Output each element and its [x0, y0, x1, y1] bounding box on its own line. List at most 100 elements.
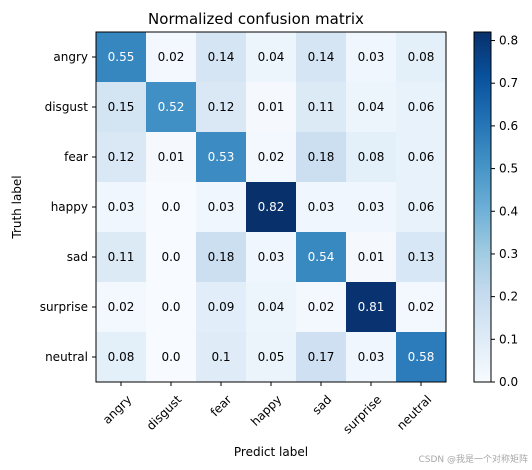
cell-value-label: 0.01 — [258, 100, 285, 114]
cell-value-label: 0.15 — [108, 100, 135, 114]
cell-value-label: 0.14 — [208, 50, 235, 64]
cell-value-label: 0.03 — [358, 200, 385, 214]
heatmap-cell-labels: 0.55 0.02 0.14 0.04 0.14 0.03 0.08 0.15 0.52 0.12… — [108, 50, 435, 364]
x-axis-ticks: angry disgust fear happy sad surprise neutral — [100, 382, 434, 437]
x-tick-label: surprise — [340, 392, 384, 436]
cell-value-label: 0.14 — [308, 50, 335, 64]
cell-value-label: 0.55 — [108, 50, 135, 64]
heatmap-cell — [296, 332, 347, 383]
heatmap-cell — [196, 82, 247, 133]
cell-value-label: 0.52 — [158, 100, 185, 114]
heatmap-cell — [396, 82, 447, 133]
heatmap-cell — [346, 32, 397, 83]
heatmap-cell — [296, 132, 347, 183]
cell-value-label: 0.81 — [358, 300, 385, 314]
y-tick-label: angry — [53, 50, 88, 64]
x-axis-label: Predict label — [234, 445, 308, 459]
heatmap-cell — [96, 32, 147, 83]
heatmap-cell — [246, 332, 297, 383]
heatmap-cell — [296, 182, 347, 233]
colorbar-tick-label: 0.4 — [499, 204, 518, 218]
cell-value-label: 0.03 — [108, 200, 135, 214]
cell-value-label: 0.03 — [258, 250, 285, 264]
cell-value-label: 0.0 — [161, 250, 180, 264]
cell-value-label: 0.04 — [258, 300, 285, 314]
colorbar-tick-label: 0.3 — [499, 247, 518, 261]
cell-value-label: 0.13 — [408, 250, 435, 264]
cell-value-label: 0.02 — [408, 300, 435, 314]
heatmap-cell — [396, 282, 447, 333]
cell-value-label: 0.05 — [258, 350, 285, 364]
heatmap-cell — [196, 282, 247, 333]
cell-value-label: 0.04 — [358, 100, 385, 114]
cell-value-label: 0.08 — [408, 50, 435, 64]
heatmap-cell — [246, 232, 297, 283]
cell-value-label: 0.12 — [108, 150, 135, 164]
cell-value-label: 0.0 — [161, 300, 180, 314]
colorbar-tick-label: 0.5 — [499, 162, 518, 176]
colorbar-tick-label: 0.0 — [499, 375, 518, 389]
colorbar-tick-label: 0.6 — [499, 119, 518, 133]
cell-value-label: 0.0 — [161, 200, 180, 214]
x-tick-label: happy — [248, 392, 284, 428]
y-axis-label: Truth label — [10, 175, 24, 239]
heatmap-cell — [196, 232, 247, 283]
colorbar — [473, 31, 492, 383]
cell-value-label: 0.09 — [208, 300, 235, 314]
cell-value-label: 0.0 — [161, 350, 180, 364]
cell-value-label: 0.08 — [358, 150, 385, 164]
heatmap-cell — [346, 232, 397, 283]
y-tick-label: disgust — [45, 100, 89, 114]
cell-value-label: 0.54 — [308, 250, 335, 264]
heatmap-cell — [246, 132, 297, 183]
heatmap-cell — [346, 82, 397, 133]
y-tick-label: happy — [51, 200, 88, 214]
x-tick-label: disgust — [144, 392, 185, 433]
heatmap-cell — [146, 82, 197, 133]
heatmap-cell — [346, 282, 397, 333]
heatmap-cell — [346, 332, 397, 383]
heatmap-cell — [96, 182, 147, 233]
heatmap-cell — [296, 32, 347, 83]
heatmap-cell — [246, 82, 297, 133]
heatmap-cell — [196, 182, 247, 233]
heatmap-cell — [96, 82, 147, 133]
y-tick-label: surprise — [40, 300, 88, 314]
cell-value-label: 0.03 — [208, 200, 235, 214]
heatmap-cell — [346, 182, 397, 233]
heatmap-cell — [96, 232, 147, 283]
cell-value-label: 0.06 — [408, 200, 435, 214]
cell-value-label: 0.02 — [108, 300, 135, 314]
heatmap-cell — [146, 32, 197, 83]
cell-value-label: 0.01 — [158, 150, 185, 164]
heatmap-cell — [146, 332, 197, 383]
cell-value-label: 0.1 — [211, 350, 230, 364]
cell-value-label: 0.58 — [408, 350, 435, 364]
cell-value-label: 0.53 — [208, 150, 235, 164]
x-tick-label: sad — [309, 392, 334, 417]
cell-value-label: 0.17 — [308, 350, 335, 364]
cell-value-label: 0.01 — [358, 250, 385, 264]
heatmap-cell — [296, 232, 347, 283]
heatmap-cell — [196, 132, 247, 183]
y-tick-label: fear — [64, 150, 88, 164]
heatmap-cell — [96, 332, 147, 383]
heatmap-cell — [196, 332, 247, 383]
heatmap-cell — [146, 232, 197, 283]
cell-value-label: 0.18 — [308, 150, 335, 164]
cell-value-label: 0.02 — [308, 300, 335, 314]
cell-value-label: 0.02 — [258, 150, 285, 164]
cell-value-label: 0.18 — [208, 250, 235, 264]
cell-value-label: 0.03 — [358, 50, 385, 64]
heatmap-cell — [296, 282, 347, 333]
heatmap-cell — [246, 32, 297, 83]
heatmap-cell — [396, 232, 447, 283]
x-tick-label: neutral — [394, 392, 434, 432]
cell-value-label: 0.03 — [308, 200, 335, 214]
heatmap-cell — [396, 332, 447, 383]
cell-value-label: 0.06 — [408, 100, 435, 114]
heatmap-cell — [296, 82, 347, 133]
cell-value-label: 0.12 — [208, 100, 235, 114]
cell-value-label: 0.04 — [258, 50, 285, 64]
